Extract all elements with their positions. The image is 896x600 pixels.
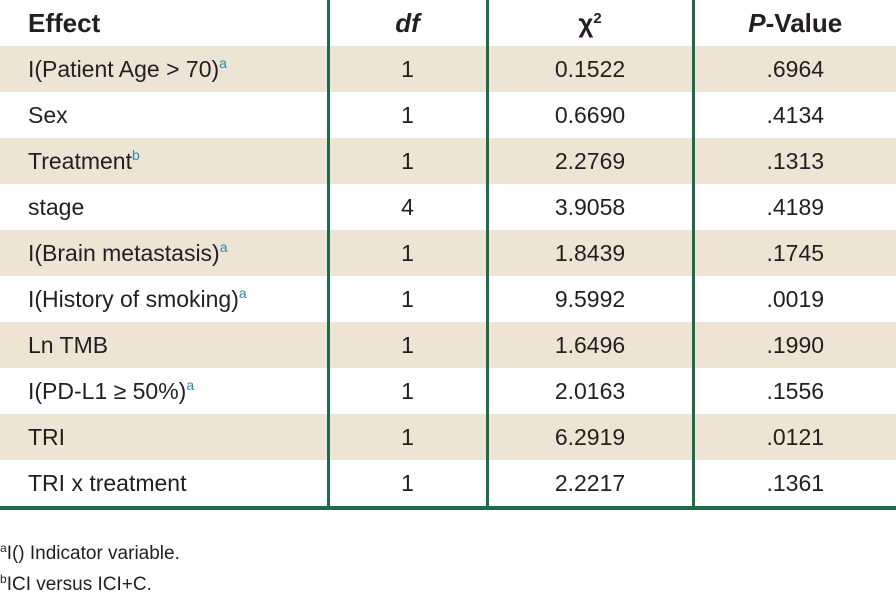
footnote-mark: b: [131, 146, 140, 163]
p-value-cell: .1556: [691, 368, 896, 414]
df-cell: 1: [326, 230, 487, 276]
data-table: Effect df χ2 P-Value I(Patient Age > 70)a 1 0…: [0, 0, 896, 510]
effect-text: I(History of smoking): [28, 285, 239, 312]
table-row: I(Patient Age > 70)a 1 0.1522.6964: [0, 46, 896, 92]
table-row: Sex 1 0.6690.4134: [0, 92, 896, 138]
table-row: I(PD-L1 ≥ 50%)a 1 2.0163.1556: [0, 368, 896, 414]
header-text: Effect: [28, 7, 101, 38]
footnote-mark: a: [238, 284, 247, 301]
effect-cell: TRI: [0, 414, 328, 460]
chi2-cell: 2.0163: [485, 368, 693, 414]
p-value-cell: .6964: [691, 46, 896, 92]
table-row: I(History of smoking)a 1 9.5992.0019: [0, 276, 896, 322]
effect-text: Sex: [28, 101, 68, 128]
table-row: stage 4 3.9058.4189: [0, 184, 896, 230]
effect-cell: Treatmentb: [0, 138, 328, 184]
effect-text: TRI x treatment: [28, 469, 187, 496]
effect-text: I(Brain metastasis): [28, 239, 220, 266]
header-italic: df: [395, 7, 420, 38]
header-row: Effect df χ2 P-Value: [0, 0, 896, 46]
df-cell: 1: [326, 368, 487, 414]
footnote-mark: a: [186, 376, 195, 393]
p-value-cell: .1745: [691, 230, 896, 276]
header-italic: P: [748, 7, 766, 38]
effect-cell: Sex: [0, 92, 328, 138]
table-row: TRI 1 6.2919.0121: [0, 414, 896, 460]
header-cell: df: [326, 0, 487, 46]
table-row: I(Brain metastasis)a 1 1.8439.1745: [0, 230, 896, 276]
chi2-cell: 9.5992: [485, 276, 693, 322]
chi2-cell: 6.2919: [485, 414, 693, 460]
effect-text: stage: [28, 193, 85, 220]
header-cell: χ2: [485, 0, 693, 46]
header-cell: P-Value: [691, 0, 896, 46]
footnote: aI() Indicator variable.: [0, 538, 180, 569]
chi2-cell: 3.9058: [485, 184, 693, 230]
effect-cell: I(PD-L1 ≥ 50%)a: [0, 368, 328, 414]
footnote-mark: a: [219, 54, 227, 71]
df-cell: 1: [326, 414, 487, 460]
chi2-cell: 2.2769: [485, 138, 693, 184]
p-value-cell: .1361: [691, 460, 896, 510]
p-value-cell: .4189: [691, 184, 896, 230]
header-superscript: 2: [593, 9, 602, 27]
table-body: I(Patient Age > 70)a 1 0.1522.6964 Sex 1 0.66…: [0, 46, 896, 510]
table-row: TRI x treatment 1 2.2217.1361: [0, 460, 896, 510]
p-value-cell: .4134: [691, 92, 896, 138]
effect-text: I(PD-L1 ≥ 50%): [28, 377, 187, 404]
table-row: Ln TMB 1 1.6496.1990: [0, 322, 896, 368]
table-row: Treatmentb 1 2.2769.1313: [0, 138, 896, 184]
footnote-mark: a: [219, 238, 228, 255]
effect-cell: stage: [0, 184, 328, 230]
header-text: χ: [578, 7, 594, 38]
df-cell: 1: [326, 460, 487, 510]
effect-cell: Ln TMB: [0, 322, 328, 368]
df-cell: 1: [326, 322, 487, 368]
df-cell: 1: [326, 92, 487, 138]
df-cell: 4: [326, 184, 487, 230]
effect-cell: TRI x treatment: [0, 460, 328, 510]
chi2-cell: 2.2217: [485, 460, 693, 510]
effect-cell: I(History of smoking)a: [0, 276, 328, 322]
footnotes: aI() Indicator variable. bICI versus ICI+…: [0, 538, 180, 600]
header-cell: Effect: [0, 0, 328, 46]
chi2-cell: 1.8439: [485, 230, 693, 276]
df-cell: 1: [326, 138, 487, 184]
p-value-cell: .0019: [691, 276, 896, 322]
chi2-cell: 0.6690: [485, 92, 693, 138]
header-text: -Value: [765, 7, 843, 38]
chi2-cell: 1.6496: [485, 322, 693, 368]
footnote-text: I() Indicator variable.: [6, 543, 180, 564]
effect-cell: I(Brain metastasis)a: [0, 230, 328, 276]
footnote-text: ICI versus ICI+C.: [6, 574, 152, 595]
chi2-cell: 0.1522: [485, 46, 693, 92]
effect-text: Treatment: [28, 147, 132, 174]
df-cell: 1: [326, 46, 487, 92]
footnote-mark: a: [0, 541, 7, 555]
footnote: bICI versus ICI+C.: [0, 569, 180, 600]
effect-text: Ln TMB: [28, 331, 109, 358]
footnote-mark: b: [0, 572, 7, 586]
effect-text: I(Patient Age > 70): [28, 55, 220, 82]
df-cell: 1: [326, 276, 487, 322]
effect-text: TRI: [28, 423, 66, 450]
p-value-cell: .0121: [691, 414, 896, 460]
p-value-cell: .1313: [691, 138, 896, 184]
p-value-cell: .1990: [691, 322, 896, 368]
effect-cell: I(Patient Age > 70)a: [0, 46, 328, 92]
